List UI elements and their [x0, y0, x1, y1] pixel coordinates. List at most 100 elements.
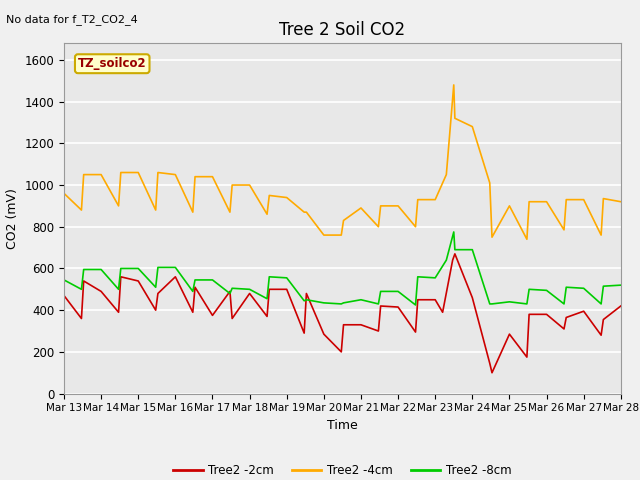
Tree2 -4cm — [60, 191, 68, 196]
Tree2 -8cm — [580, 286, 588, 291]
Tree2 -2cm — [449, 257, 456, 263]
Tree2 -8cm — [488, 301, 496, 307]
Tree2 -4cm — [506, 203, 513, 209]
Tree2 -2cm — [246, 290, 253, 296]
Tree2 -8cm — [320, 300, 328, 306]
Tree2 -8cm — [600, 283, 607, 289]
Tree2 -2cm — [597, 332, 605, 338]
Tree2 -2cm — [439, 310, 447, 315]
Tree2 -8cm — [191, 277, 199, 283]
Tree2 -2cm — [320, 331, 328, 337]
Tree2 -4cm — [357, 205, 365, 211]
Tree2 -2cm — [266, 287, 273, 292]
Tree2 -4cm — [189, 209, 196, 215]
Tree2 -4cm — [226, 209, 234, 215]
Tree2 -8cm — [172, 264, 179, 270]
Tree2 -8cm — [80, 266, 88, 272]
Tree2 -4cm — [442, 172, 450, 178]
Tree2 -8cm — [523, 301, 531, 307]
Tree2 -8cm — [560, 301, 568, 307]
Tree2 -4cm — [600, 196, 607, 202]
Tree2 -8cm — [134, 265, 142, 271]
Tree2 -2cm — [580, 308, 588, 314]
Tree2 -2cm — [134, 278, 142, 284]
Y-axis label: CO2 (mV): CO2 (mV) — [6, 188, 19, 249]
Line: Tree2 -8cm: Tree2 -8cm — [64, 232, 621, 305]
Tree2 -8cm — [377, 288, 385, 294]
Tree2 -4cm — [97, 172, 105, 178]
Tree2 -8cm — [266, 274, 273, 280]
Text: TZ_soilco2: TZ_soilco2 — [78, 57, 147, 70]
Tree2 -8cm — [209, 277, 216, 283]
Tree2 -8cm — [597, 301, 605, 307]
Tree2 -8cm — [451, 247, 459, 252]
Tree2 -8cm — [77, 287, 85, 292]
Tree2 -4cm — [488, 234, 496, 240]
Tree2 -8cm — [117, 265, 125, 271]
Tree2 -8cm — [525, 287, 533, 292]
Tree2 -8cm — [97, 266, 105, 272]
Tree2 -4cm — [228, 182, 236, 188]
Tree2 -4cm — [523, 236, 531, 242]
Tree2 -4cm — [115, 203, 122, 209]
Tree2 -2cm — [374, 328, 382, 334]
Tree2 -2cm — [560, 326, 568, 332]
Tree2 -8cm — [152, 284, 159, 290]
Tree2 -4cm — [303, 209, 310, 215]
Tree2 -4cm — [172, 172, 179, 178]
Tree2 -2cm — [154, 290, 162, 296]
Tree2 -8cm — [412, 302, 419, 308]
Tree2 -8cm — [189, 288, 196, 294]
Tree2 -8cm — [617, 282, 625, 288]
Tree2 -4cm — [263, 211, 271, 217]
Tree2 -2cm — [303, 290, 310, 296]
Tree2 -2cm — [394, 304, 402, 310]
Tree2 -8cm — [357, 297, 365, 302]
Tree2 -4cm — [394, 203, 402, 209]
Tree2 -4cm — [451, 115, 459, 121]
Tree2 -4cm — [617, 199, 625, 204]
Tree2 -2cm — [172, 274, 179, 280]
Tree2 -4cm — [300, 209, 308, 215]
Tree2 -4cm — [77, 207, 85, 213]
Tree2 -2cm — [468, 295, 476, 300]
Legend: Tree2 -2cm, Tree2 -4cm, Tree2 -8cm: Tree2 -2cm, Tree2 -4cm, Tree2 -8cm — [168, 459, 516, 480]
Line: Tree2 -2cm: Tree2 -2cm — [64, 254, 621, 373]
Tree2 -8cm — [226, 290, 234, 296]
Tree2 -4cm — [580, 197, 588, 203]
Tree2 -4cm — [412, 224, 419, 229]
Tree2 -8cm — [486, 301, 493, 307]
Tree2 -2cm — [226, 288, 234, 294]
Tree2 -2cm — [488, 370, 496, 376]
Tree2 -2cm — [451, 251, 459, 257]
Tree2 -4cm — [191, 174, 199, 180]
Tree2 -8cm — [246, 287, 253, 292]
Tree2 -4cm — [340, 217, 348, 223]
Tree2 -2cm — [486, 360, 493, 366]
Tree2 -8cm — [468, 247, 476, 252]
Line: Tree2 -4cm: Tree2 -4cm — [64, 85, 621, 239]
Tree2 -2cm — [543, 312, 550, 317]
Tree2 -2cm — [506, 331, 513, 337]
Tree2 -8cm — [543, 288, 550, 293]
Tree2 -2cm — [563, 314, 570, 320]
Text: No data for f_T2_CO2_4: No data for f_T2_CO2_4 — [6, 14, 138, 25]
Tree2 -8cm — [374, 301, 382, 307]
Tree2 -2cm — [600, 317, 607, 323]
Tree2 -8cm — [115, 287, 122, 292]
Tree2 -8cm — [414, 274, 422, 280]
Tree2 -4cm — [337, 232, 345, 238]
Tree2 -8cm — [228, 286, 236, 291]
Tree2 -8cm — [60, 277, 68, 283]
Tree2 -8cm — [263, 296, 271, 301]
Tree2 -2cm — [377, 303, 385, 309]
Tree2 -2cm — [263, 313, 271, 319]
Tree2 -8cm — [283, 275, 291, 281]
X-axis label: Time: Time — [327, 419, 358, 432]
Tree2 -8cm — [303, 297, 310, 302]
Tree2 -8cm — [340, 300, 348, 306]
Tree2 -2cm — [283, 287, 291, 292]
Tree2 -2cm — [80, 278, 88, 284]
Tree2 -2cm — [525, 312, 533, 317]
Tree2 -8cm — [442, 257, 450, 263]
